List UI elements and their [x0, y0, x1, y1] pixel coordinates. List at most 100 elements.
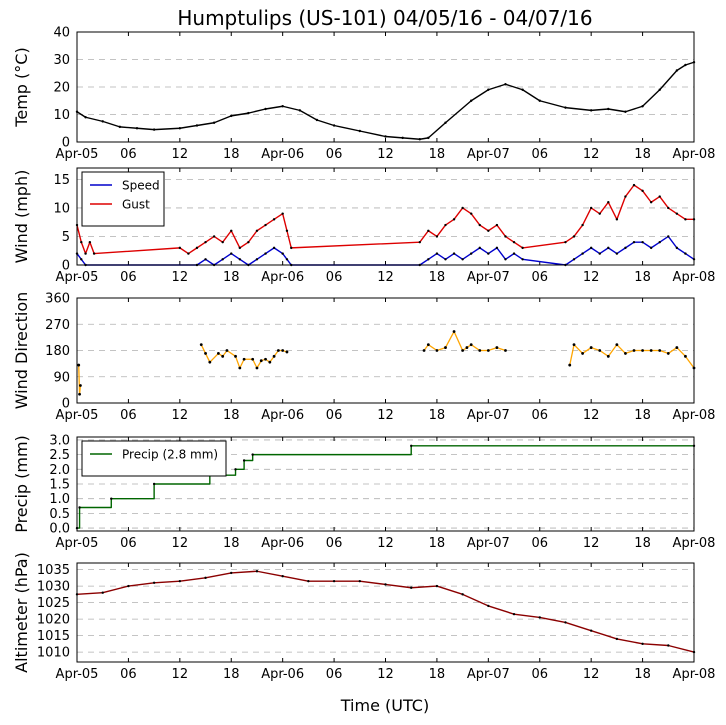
dir-ytick-label: 0 [62, 397, 70, 412]
alti-xtick-label: 06 [531, 667, 548, 682]
dir-ytick-label: 180 [45, 344, 70, 359]
dir-xtick-label: 06 [120, 408, 137, 423]
temp-ytick-label: 10 [53, 108, 70, 123]
dir-xtick-label: Apr-08 [673, 408, 716, 423]
temp-series-temperature-point [444, 121, 447, 124]
wind-legend-label: Gust [122, 198, 150, 212]
alti-series-altimeter-point [435, 584, 439, 588]
alti-xtick-label: Apr-08 [673, 667, 716, 682]
direction-point [572, 343, 576, 347]
x-axis-label: Time (UTC) [340, 696, 429, 715]
temp-series-temperature-point [212, 121, 216, 124]
dir-xtick-label: 12 [583, 408, 600, 423]
wind-series-gust-point [564, 240, 567, 244]
temp-series-temperature-point [384, 135, 387, 138]
alti-ytick-label: 1020 [37, 613, 70, 628]
temp-xtick-label: 18 [429, 147, 446, 162]
wind-series-speed-point [649, 246, 653, 250]
temp-series-temperature-point [401, 136, 404, 140]
wind-ytick-label: 5 [62, 230, 70, 245]
wind-series-gust-point [624, 195, 627, 198]
alti-series-altimeter-point [152, 581, 156, 584]
direction-segment [209, 352, 219, 363]
precip-series-precip-2-8-mm-point [234, 468, 237, 471]
direction-point [426, 343, 430, 347]
wind-series-speed-point [607, 246, 610, 250]
wind-series-gust-point [418, 240, 421, 244]
wind-series-speed-point [255, 258, 259, 261]
wind-series-gust-point [675, 212, 679, 215]
temp-series-temperature-point [118, 125, 122, 129]
dir-series-direction [77, 330, 696, 396]
temp-ytick-label: 20 [53, 81, 70, 96]
wind-xtick-label: 18 [223, 270, 240, 285]
direction-point [285, 350, 289, 354]
wind-series-gust-point [649, 201, 653, 204]
direction-point [469, 343, 473, 347]
wind-series-speed-point [469, 252, 473, 255]
dir-xtick-label: Apr-06 [261, 408, 304, 423]
alti-series-altimeter-point [127, 584, 130, 588]
temp-panel: 0 10 20 30 40 Apr-05 06 12 18 Apr-06 06 12 18 Apr-07 0… [12, 26, 715, 163]
direction-point [666, 352, 670, 355]
wind-series-gust-point [285, 229, 289, 232]
temp-series-temperature-point [101, 120, 104, 123]
direction-point [658, 349, 662, 352]
alti-series-altimeter-point [589, 629, 593, 632]
direction-point [675, 346, 679, 349]
wind-series-gust-point [195, 246, 199, 250]
wind-series-speed-point [452, 252, 456, 255]
direction-point [649, 349, 653, 352]
direction-point [589, 346, 593, 349]
alti-series-altimeter-point [538, 616, 541, 619]
alti-series-altimeter-point [487, 604, 490, 608]
alti-xtick-label: 12 [377, 667, 394, 682]
direction-point [641, 349, 644, 352]
wind-series-gust-point [264, 223, 267, 227]
wind-series-gust-point [238, 246, 242, 250]
wind-series-speed-point [281, 252, 284, 255]
dir-xtick-label: 18 [223, 408, 240, 423]
wind-series-speed-point [572, 258, 576, 261]
precip-ytick-label: 1.0 [49, 492, 70, 507]
wind-xtick-label: Apr-06 [261, 270, 304, 285]
temp-series-temperature-point [332, 124, 336, 127]
direction-segment [616, 344, 626, 354]
precip-series-precip-2-8-mm-point [110, 497, 113, 500]
wind-series-gust-point [272, 218, 276, 221]
wind-series-gust-point [684, 218, 687, 221]
temp-xtick-label: 06 [326, 147, 343, 162]
wind-series-speed-point [641, 240, 644, 244]
precip-xtick-label: Apr-07 [467, 536, 510, 551]
wind-series-speed-point [427, 258, 430, 261]
direction-segment [78, 385, 82, 395]
direction-point [581, 352, 584, 355]
alti-series-altimeter-point [101, 591, 104, 594]
wind-xtick-label: Apr-07 [467, 270, 510, 285]
precip-series-precip-2-8-mm-point [251, 453, 254, 456]
dir-xtick-label: 18 [429, 408, 446, 423]
dir-ytick-label: 270 [45, 318, 70, 333]
direction-point [242, 357, 246, 361]
alti-axes-frame [76, 562, 695, 663]
direction-point [598, 349, 602, 352]
alti-series-altimeter-point [667, 644, 670, 647]
temp-series-temperature-line [76, 61, 695, 140]
wind-ytick-label: 15 [53, 173, 70, 188]
temp-xtick-label: 06 [531, 147, 548, 162]
wind-series-speed-point [589, 246, 593, 250]
direction-point [615, 343, 619, 347]
direction-point [478, 349, 482, 352]
wind-series-gust-point [495, 223, 499, 227]
precip-ytick-label: 0.0 [49, 522, 70, 537]
direction-point [216, 352, 220, 355]
direction-segment [599, 349, 609, 357]
temp-series-temperature-point [641, 105, 644, 108]
alti-xtick-label: 18 [429, 667, 446, 682]
direction-segment [252, 358, 258, 369]
alti-xtick-label: 12 [172, 667, 189, 682]
temp-xtick-label: 12 [583, 147, 600, 162]
wind-series-gust-point [504, 235, 507, 238]
alti-ytick-label: 1010 [37, 646, 70, 661]
wind-series-speed-point [230, 252, 233, 255]
